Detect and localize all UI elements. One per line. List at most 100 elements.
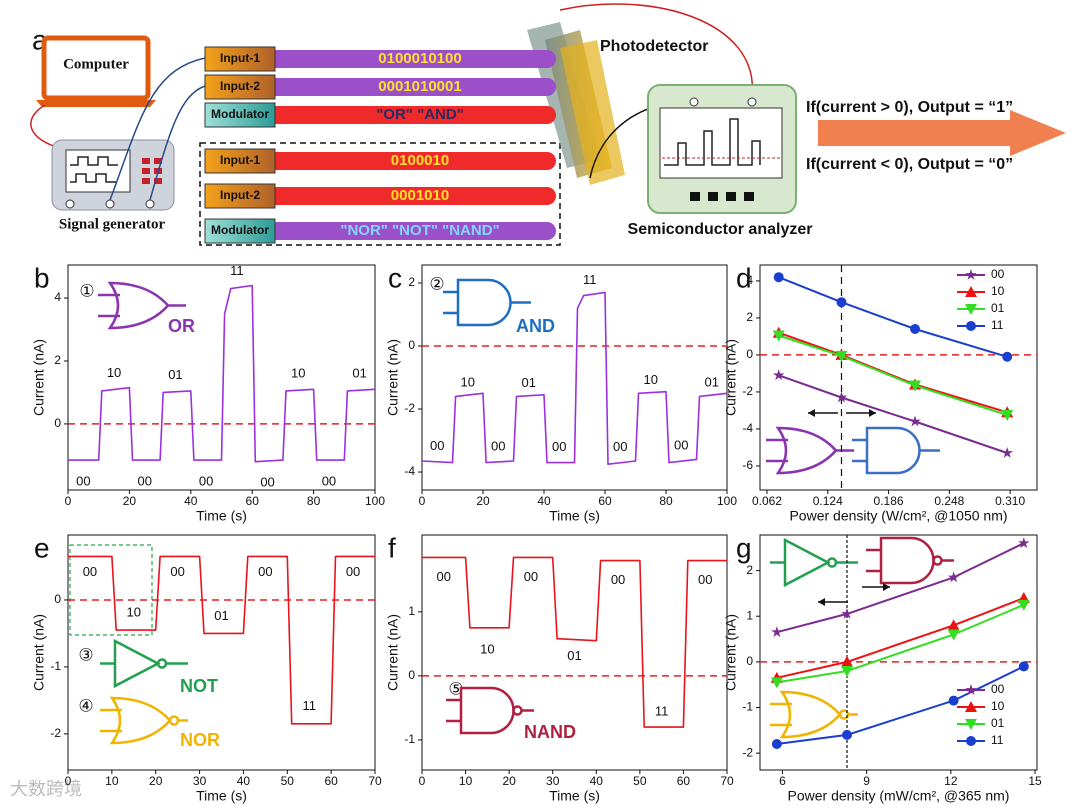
marker [947, 629, 960, 641]
dashed-box [199, 142, 561, 246]
state-label: 11 [302, 698, 316, 713]
row-label: Input-1 [220, 51, 260, 65]
row-label-box [204, 148, 276, 174]
x-tick-label: 40 [184, 494, 198, 508]
row-label-box [204, 102, 276, 128]
y-tick-label: -4 [404, 464, 415, 478]
signal-bar [268, 222, 556, 240]
legend-marker [965, 719, 977, 730]
row-label: Input-2 [220, 79, 260, 93]
state-label: 10 [127, 605, 141, 620]
marker [1002, 351, 1013, 362]
signal-bar [268, 152, 556, 170]
y-tick-label: -1 [742, 700, 753, 714]
y-tick-label: 2 [746, 310, 753, 324]
state-label: 00 [199, 474, 213, 489]
signal-text: 0100010100 [378, 50, 461, 67]
x-tick-label: 0 [419, 494, 426, 508]
y-tick-label: -2 [742, 745, 753, 759]
gate-name: OR [168, 316, 195, 336]
state-label: 00 [138, 474, 152, 489]
data-line [778, 331, 1008, 414]
data-line [776, 603, 1025, 684]
x-tick-label: 60 [246, 494, 260, 508]
y-tick-label: 2 [408, 275, 415, 289]
signal-text: 0001010001 [378, 78, 461, 95]
legend-marker [965, 286, 977, 297]
y-tick-label: 0 [54, 416, 61, 430]
plot-frame [759, 534, 1038, 771]
row-label: Modulator [211, 223, 269, 237]
state-label: 11 [583, 272, 597, 287]
x-tick-label: 20 [476, 494, 490, 508]
panel-letter: c [388, 262, 402, 293]
state-label: 00 [524, 569, 538, 584]
gate-stroke [113, 638, 161, 689]
panel-letter: f [388, 532, 396, 563]
gate-name: NOT [180, 676, 218, 696]
marker [1001, 446, 1013, 458]
gate-number: ③ [78, 645, 93, 664]
state-label: 00 [346, 564, 360, 579]
legend-label: 00 [991, 267, 1005, 281]
state-label: 00 [674, 438, 688, 453]
panel-letter: b [34, 262, 50, 293]
x-tick-label: 0.186 [874, 494, 904, 508]
photodetector-label: Photodetector [600, 38, 708, 55]
x-tick-label: 30 [546, 774, 560, 788]
analyzer-label: Semiconductor analyzer [628, 221, 813, 238]
analyzer-icon [647, 84, 797, 214]
gate-stroke [459, 686, 515, 735]
state-label: 00 [322, 474, 336, 489]
x-tick-label: 100 [717, 494, 737, 508]
state-label: 00 [437, 569, 451, 584]
state-label: 01 [168, 367, 182, 382]
x-tick-label: 70 [368, 774, 382, 788]
gate-stroke [107, 281, 170, 330]
y-axis-label: Current (nA) [385, 339, 401, 416]
row-label: Input-1 [220, 153, 260, 167]
x-axis-label: Power density (W/cm², @1050 nm) [789, 508, 1007, 524]
legend-label: 01 [991, 716, 1005, 730]
y-tick-label: 4 [746, 273, 753, 287]
data-line [68, 284, 376, 463]
x-tick-label: 50 [281, 774, 295, 788]
row-label: Input-2 [220, 188, 260, 202]
y-tick-label: 0 [54, 592, 61, 606]
output-arrow [818, 110, 1066, 156]
x-tick-label: 0 [65, 774, 72, 788]
highlight-box [69, 544, 153, 636]
x-tick-label: 40 [537, 494, 551, 508]
gate-icon [770, 690, 858, 739]
x-tick-label: 30 [193, 774, 207, 788]
x-axis-label: Time (s) [196, 788, 247, 804]
signal-text: "NOR" "NOT" "NAND" [340, 222, 499, 239]
computer-icon [30, 35, 156, 149]
state-label: 00 [552, 439, 566, 454]
gate-name: NAND [524, 722, 576, 742]
gate-icon [446, 686, 534, 735]
panel-letter: e [34, 532, 50, 563]
marker [909, 380, 922, 392]
legend-label: 10 [991, 284, 1005, 298]
legend-marker [965, 269, 977, 280]
gate-bubble [826, 557, 838, 568]
marker [835, 391, 848, 403]
state-label: 10 [461, 374, 475, 389]
gate-icon [100, 638, 188, 689]
y-tick-label: 0 [408, 338, 415, 352]
legend-marker [965, 701, 977, 712]
data-line [422, 556, 727, 728]
gate-icon [852, 426, 940, 475]
gate-icon [770, 537, 858, 588]
data-line [776, 542, 1025, 634]
y-tick-label: -1 [50, 659, 61, 673]
gate-stroke [865, 426, 921, 475]
state-label: 00 [613, 439, 627, 454]
gate-name: AND [516, 316, 555, 336]
plot-frame [67, 534, 376, 771]
gate-number: ② [429, 274, 444, 293]
gate-stroke [443, 290, 458, 315]
marker [836, 297, 847, 308]
gate-number: ① [79, 281, 94, 300]
